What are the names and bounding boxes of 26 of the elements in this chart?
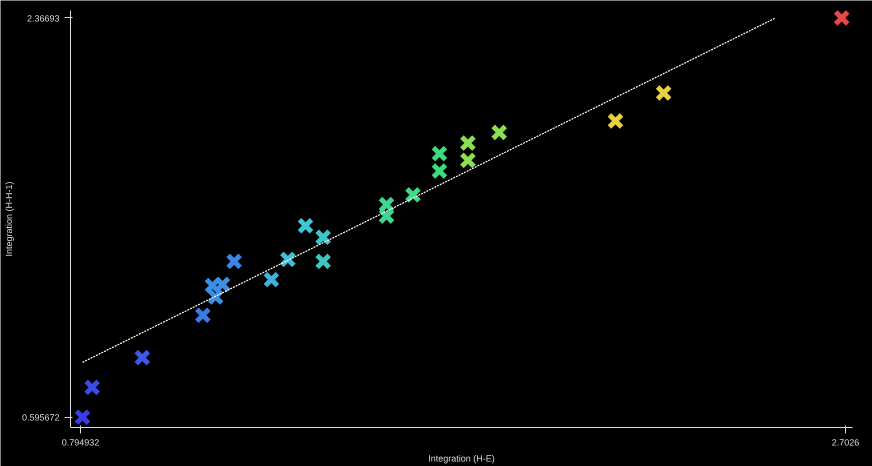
point xyxy=(84,378,101,396)
point xyxy=(430,145,448,162)
x-axis-title: Integration (H-E) xyxy=(428,454,495,464)
x-tick-label: 0.794932 xyxy=(62,438,100,448)
x-tick-label: 2.7026 xyxy=(832,438,860,448)
point xyxy=(655,84,672,102)
point xyxy=(207,288,224,306)
y-tick-label: 0.595672 xyxy=(22,412,60,423)
point xyxy=(74,408,92,426)
point xyxy=(262,271,280,288)
point xyxy=(296,217,314,234)
y-tick-label: 2.36693 xyxy=(26,13,60,24)
point xyxy=(833,10,850,26)
point xyxy=(194,306,212,324)
point xyxy=(459,134,476,152)
point xyxy=(459,152,476,169)
point xyxy=(314,228,332,246)
point xyxy=(226,252,243,270)
y-axis-title: Integration (H-H-1) xyxy=(4,181,14,257)
point xyxy=(430,162,448,180)
point xyxy=(606,112,624,130)
point xyxy=(279,250,296,268)
point xyxy=(134,349,151,366)
point xyxy=(404,186,422,204)
point xyxy=(490,124,508,141)
point xyxy=(314,252,332,270)
